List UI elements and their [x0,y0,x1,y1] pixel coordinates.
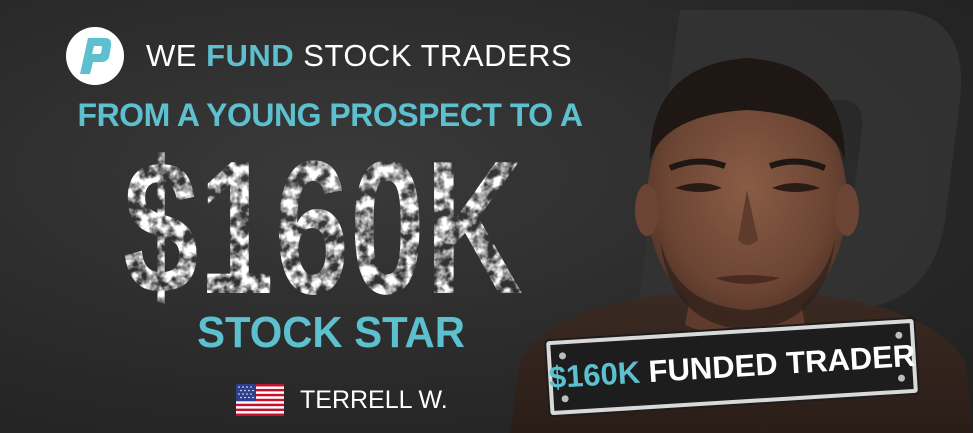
badge-bolt-icon [897,374,906,382]
headline-subtitle: STOCK STAR [197,308,465,357]
badge-amount: $160K [547,354,642,396]
amount-text: $160K [123,133,523,308]
tagline-highlight: FUND [206,38,295,73]
us-flag-icon [236,384,284,416]
header: WE FUND STOCK TRADERS [66,27,572,85]
badge-text: $160K FUNDED TRADER [548,338,916,396]
tagline-suffix: STOCK TRADERS [303,38,573,73]
tagline-prefix: WE [146,38,197,73]
amount-headline: $160K [123,133,523,308]
brand-logo[interactable] [66,27,124,85]
tagline: WE FUND STOCK TRADERS [146,38,572,74]
trader-info: TERRELL W. [236,383,448,417]
trader-name: TERRELL W. [300,385,448,414]
badge-bolt-icon [561,395,569,403]
subheading: FROM A YOUNG PROSPECT TO A [77,97,583,133]
badge-label: FUNDED TRADER [647,337,917,390]
brand-p-icon [80,38,112,74]
